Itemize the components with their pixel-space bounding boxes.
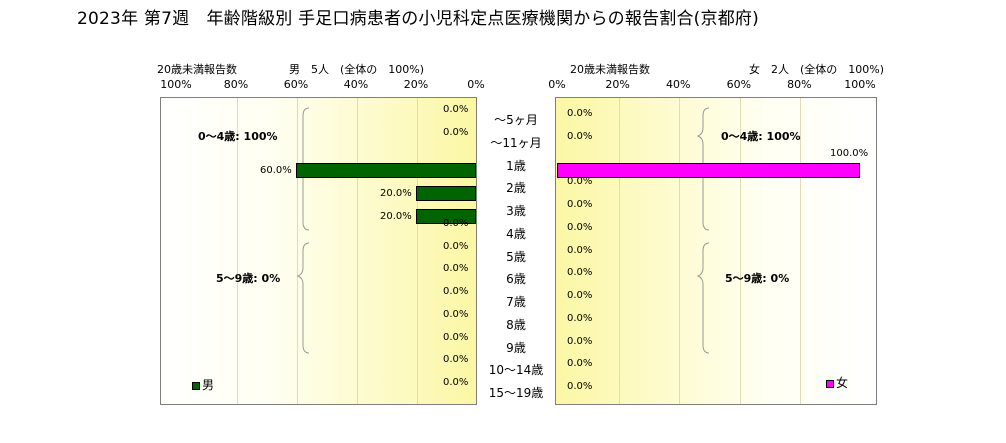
male-value-label: 20.0%: [380, 188, 412, 200]
right-tick-label: 80%: [787, 78, 812, 91]
male-bar: [416, 186, 476, 202]
age-category-label: 9歳: [506, 340, 526, 355]
left-tick-label: 60%: [283, 78, 309, 91]
male-value-label: 0.0%: [443, 263, 469, 275]
left-under20-label: 20歳未満報告数: [157, 63, 237, 76]
female-value-label: 100.0%: [830, 148, 869, 160]
age-category-label: 10～14歳: [488, 363, 544, 378]
female-value-label: 0.0%: [567, 267, 593, 279]
female-plot-area: [555, 97, 877, 405]
male-brace-5-9: [296, 242, 310, 354]
left-tick-label: 0%: [467, 78, 485, 91]
age-category-label: ～5ヶ月: [494, 113, 538, 127]
female-value-label: 0.0%: [567, 290, 593, 301]
right-tick-label: 100%: [844, 78, 876, 91]
female-value-label: 0.0%: [567, 381, 593, 392]
female-brace-0-4-label: 0～4歳: 100%: [721, 130, 801, 143]
left-gridline: [237, 98, 238, 404]
female-legend: 女: [826, 374, 848, 391]
female-value-label: 0.0%: [567, 335, 593, 347]
male-legend-swatch: [192, 381, 200, 390]
male-legend: 男: [192, 376, 214, 393]
female-value-label: 0.0%: [567, 108, 593, 119]
left-gridline: [417, 98, 418, 404]
chart-title: 2023年 第7週 年齢階級別 手足口病患者の小児科定点医療機関からの報告割合(…: [77, 9, 759, 29]
male-value-label: 0.0%: [443, 126, 469, 138]
right-tick-label: 40%: [665, 78, 691, 91]
right-gridline: [800, 98, 802, 404]
right-tick-label: 60%: [726, 78, 752, 91]
female-legend-swatch: [826, 379, 834, 388]
male-value-label: 0.0%: [443, 308, 469, 320]
male-brace-0-4-label: 0～4歳: 100%: [198, 130, 278, 143]
age-category-label: ～11ヶ月: [490, 135, 542, 150]
female-value-label: 0.0%: [567, 221, 593, 233]
right-tick-label: 0%: [548, 78, 566, 91]
age-category-label: 8歳: [506, 317, 526, 332]
age-category-label: 15～19歳: [488, 386, 544, 400]
female-value-label: 0.0%: [567, 358, 593, 370]
female-value-label: 0.0%: [567, 176, 593, 188]
left-tick-label: 80%: [223, 78, 249, 91]
age-category-label: 6歳: [506, 272, 526, 287]
right-gridline: [618, 98, 620, 404]
left-gridline: [357, 98, 358, 404]
female-legend-label: 女: [836, 376, 849, 390]
left-tick-label: 20%: [403, 78, 429, 91]
male-value-label: 0.0%: [443, 331, 469, 343]
right-under20-label: 20歳未満報告数: [570, 63, 650, 76]
age-category-label: 7歳: [506, 295, 526, 309]
female-brace-0-4: [696, 107, 710, 231]
male-brace-5-9-label: 5～9歳: 0%: [216, 272, 281, 285]
female-brace-5-9-label: 5～9歳: 0%: [725, 272, 790, 285]
male-count-label: 男 5人 (全体の 100%): [289, 63, 425, 76]
left-tick-label: 40%: [343, 78, 369, 91]
male-value-label: 20.0%: [380, 210, 412, 222]
male-bar: [416, 208, 476, 224]
male-value-label: 0.0%: [443, 240, 469, 252]
age-category-label: 4歳: [506, 226, 526, 241]
female-count-label: 女 2人 (全体の 100%): [749, 63, 885, 76]
female-value-label: 0.0%: [567, 312, 593, 324]
male-value-label: 0.0%: [443, 104, 469, 115]
left-tick-label: 100%: [160, 78, 192, 91]
right-gridline: [739, 98, 741, 404]
male-bar: [296, 163, 476, 179]
age-category-label: 2歳: [506, 181, 526, 196]
female-value-label: 0.0%: [567, 199, 593, 210]
left-gridline: [297, 98, 298, 404]
right-tick-label: 20%: [605, 78, 630, 91]
male-value-label: 0.0%: [443, 217, 469, 229]
female-brace-5-9: [696, 242, 710, 354]
male-value-label: 0.0%: [443, 377, 469, 388]
male-value-label: 60.0%: [260, 165, 292, 177]
male-value-label: 0.0%: [443, 286, 469, 297]
female-value-label: 0.0%: [567, 244, 593, 256]
female-bar: [557, 163, 860, 179]
male-plot-area: [160, 97, 477, 405]
right-gridline: [679, 98, 681, 404]
age-category-label: 3歳: [506, 204, 526, 218]
female-value-label: 0.0%: [567, 130, 593, 142]
male-legend-label: 男: [202, 378, 215, 392]
age-category-label: 1歳: [506, 158, 526, 173]
age-category-label: 5歳: [506, 249, 526, 264]
male-value-label: 0.0%: [443, 354, 469, 366]
